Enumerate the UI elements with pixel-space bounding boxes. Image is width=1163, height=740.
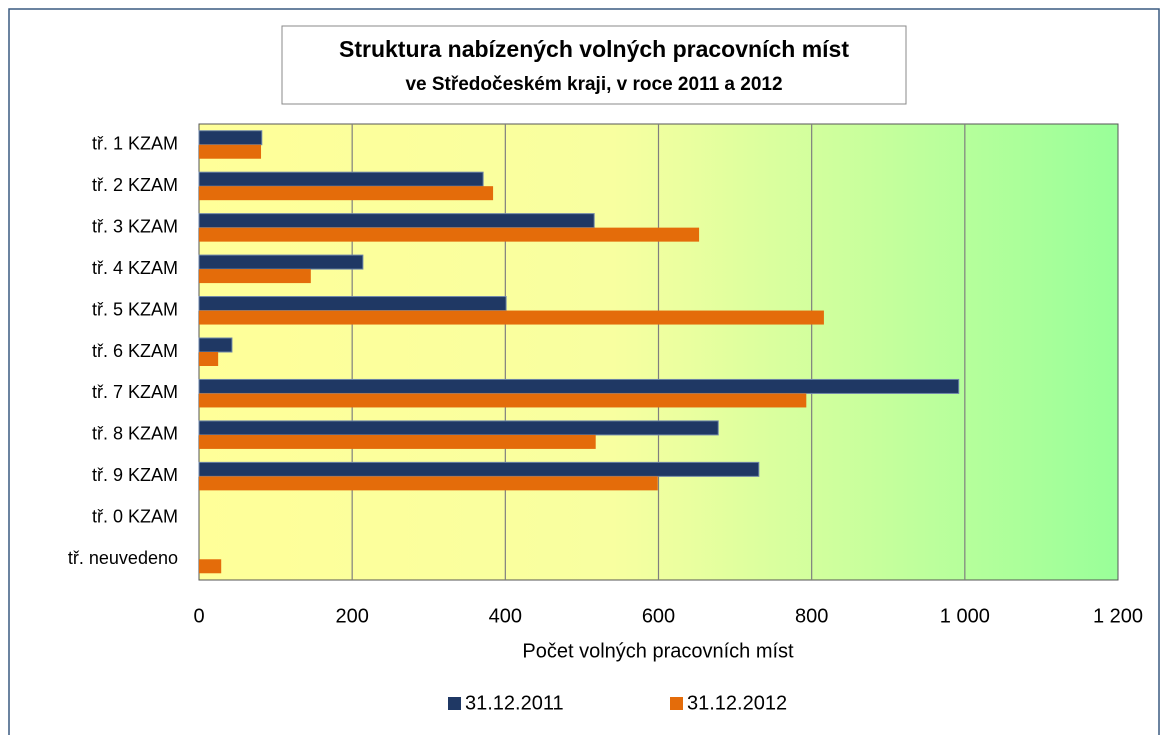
y-tick-label: tř. 5 KZAM	[92, 299, 178, 319]
y-tick-label: tř. 6 KZAM	[92, 341, 178, 361]
x-tick-label: 1 200	[1093, 605, 1143, 627]
x-tick-label: 200	[335, 605, 368, 627]
y-tick-label: tř. 8 KZAM	[92, 424, 178, 444]
y-tick-label: tř. 0 KZAM	[92, 507, 178, 527]
y-tick-label: tř. 1 KZAM	[92, 133, 178, 153]
bar	[198, 420, 719, 436]
bar	[198, 130, 263, 146]
legend-label: 31.12.2011	[465, 692, 564, 714]
bar	[199, 144, 262, 159]
legend-swatch	[448, 697, 461, 710]
bar	[198, 213, 595, 229]
bar	[199, 476, 658, 491]
bar	[198, 461, 760, 477]
title-box	[281, 25, 907, 105]
bar	[199, 434, 596, 449]
legend-swatch	[670, 697, 683, 710]
bar	[199, 352, 219, 366]
x-axis-label: Počet volných pracovních míst	[522, 640, 794, 662]
x-tick-label: 0	[193, 605, 204, 627]
bar	[199, 269, 311, 284]
x-tick-label: 1 000	[940, 605, 990, 627]
y-tick-label: tř. 9 KZAM	[92, 465, 178, 485]
y-tick-label: tř. 2 KZAM	[92, 175, 178, 195]
bar	[198, 254, 364, 270]
y-tick-label: tř. neuvedeno	[68, 548, 178, 568]
bar	[198, 171, 484, 187]
bar	[198, 378, 960, 394]
bar	[199, 227, 700, 242]
y-tick-label: tř. 3 KZAM	[92, 216, 178, 236]
y-tick-label: tř. 7 KZAM	[92, 382, 178, 402]
bar	[198, 296, 507, 312]
chart-subtitle: ve Středočeském kraji, v roce 2011 a 201…	[405, 74, 782, 95]
chart-title: Struktura nabízených volných pracovních …	[339, 36, 849, 62]
bar	[199, 393, 807, 408]
legend-label: 31.12.2012	[687, 692, 787, 714]
bar	[198, 337, 233, 353]
bar	[199, 186, 494, 201]
x-tick-label: 800	[795, 605, 828, 627]
x-tick-label: 600	[642, 605, 675, 627]
bar	[199, 310, 824, 325]
bar	[199, 559, 222, 574]
y-tick-label: tř. 4 KZAM	[92, 258, 178, 278]
x-tick-label: 400	[489, 605, 522, 627]
